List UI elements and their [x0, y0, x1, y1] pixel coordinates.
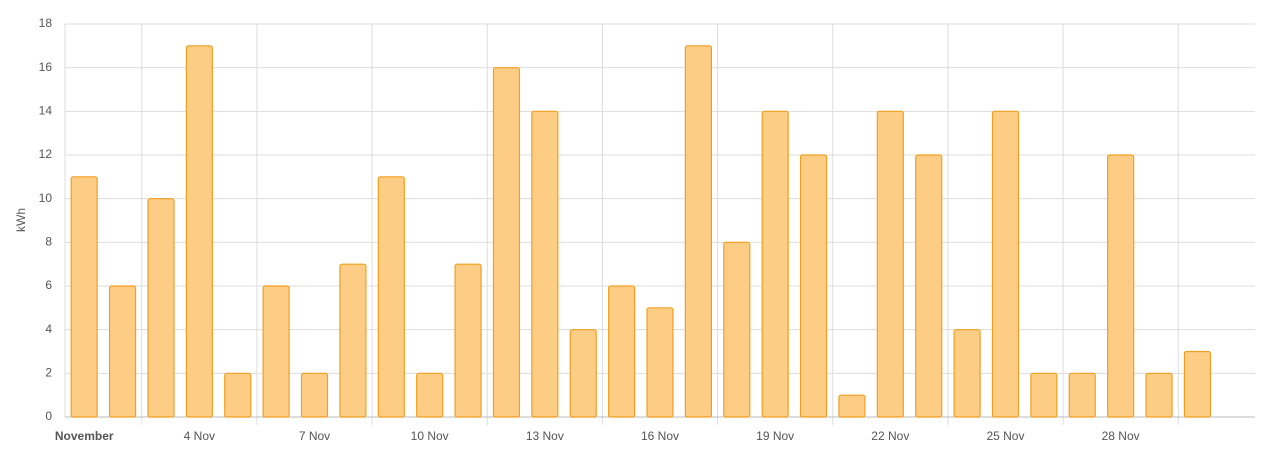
y-tick-label: 0: [45, 409, 52, 423]
x-tick-label: 19 Nov: [756, 429, 794, 443]
bar: [761, 110, 789, 418]
bar: [1145, 372, 1173, 418]
y-tick-label: 10: [39, 191, 53, 205]
x-tick-label: 4 Nov: [184, 429, 215, 443]
bar: [185, 45, 213, 418]
x-tick-label: 22 Nov: [871, 429, 909, 443]
x-tick-label: 25 Nov: [986, 429, 1024, 443]
bar: [1183, 350, 1212, 418]
bar: [70, 176, 98, 418]
bar: [991, 110, 1020, 418]
bar: [224, 372, 252, 418]
y-tick-label: 2: [45, 366, 52, 380]
bar: [454, 263, 482, 418]
bar: [416, 372, 444, 418]
bar: [1030, 372, 1058, 418]
bar: [108, 285, 137, 418]
bar: [608, 285, 636, 418]
bar: [915, 154, 943, 418]
bar: [723, 241, 751, 418]
x-tick-label: 13 Nov: [526, 429, 564, 443]
y-tick-label: 18: [39, 16, 53, 30]
y-tick-label: 6: [45, 278, 52, 292]
bar: [300, 372, 329, 418]
y-tick-label: 4: [45, 322, 52, 336]
bar: [377, 176, 405, 418]
y-axis-label: kWh: [14, 208, 28, 232]
bar: [262, 285, 290, 418]
bar: [684, 45, 712, 418]
y-tick-label: 8: [45, 235, 52, 249]
bar: [799, 154, 828, 418]
bar: [492, 67, 521, 418]
x-tick-label: 7 Nov: [299, 429, 330, 443]
bar: [569, 329, 597, 418]
x-tick-label: 28 Nov: [1102, 429, 1140, 443]
x-tick-label: 10 Nov: [411, 429, 449, 443]
y-tick-label: 14: [39, 104, 53, 118]
bar: [531, 110, 559, 418]
bar: [838, 394, 866, 418]
y-tick-label: 16: [39, 60, 53, 74]
bar: [1107, 154, 1135, 418]
bar: [339, 263, 367, 418]
bar: [646, 307, 674, 418]
bar: [1068, 372, 1096, 418]
x-tick-label: 16 Nov: [641, 429, 679, 443]
bar: [147, 198, 175, 418]
x-tick-label: November: [55, 429, 114, 443]
bar: [876, 110, 904, 418]
bar: [953, 329, 981, 418]
y-tick-label: 12: [39, 147, 53, 161]
